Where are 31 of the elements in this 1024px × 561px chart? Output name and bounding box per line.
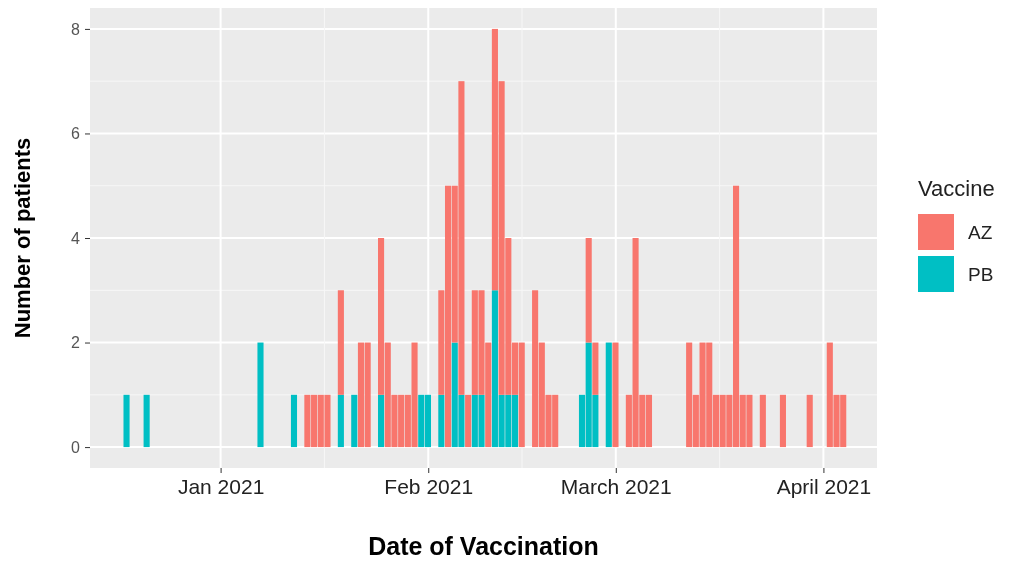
bar bbox=[378, 394, 385, 448]
bar bbox=[585, 238, 592, 343]
bar bbox=[143, 394, 150, 448]
x-axis-title: Date of Vaccination bbox=[368, 532, 599, 560]
bar bbox=[351, 394, 358, 448]
bar bbox=[123, 394, 130, 448]
bar bbox=[806, 394, 813, 448]
x-tick-label: Jan 2021 bbox=[177, 474, 265, 498]
legend-label: AZ bbox=[968, 222, 993, 243]
y-tick-label: 6 bbox=[71, 125, 81, 143]
bar bbox=[337, 394, 344, 448]
bar bbox=[605, 342, 612, 448]
bar bbox=[759, 394, 766, 448]
bar bbox=[592, 342, 599, 395]
x-tick-label: April 2021 bbox=[776, 474, 872, 498]
y-tick-label: 8 bbox=[71, 20, 81, 38]
bar bbox=[337, 290, 344, 395]
x-tick-label: March 2021 bbox=[560, 474, 672, 498]
y-tick-label: 4 bbox=[71, 229, 81, 247]
y-tick-label: 0 bbox=[71, 438, 81, 456]
bar bbox=[438, 394, 445, 448]
bar bbox=[290, 394, 298, 448]
legend-label: PB bbox=[968, 264, 994, 285]
y-axis-title: Number of patients bbox=[10, 137, 35, 339]
bar bbox=[465, 394, 472, 448]
x-tick-label: Feb 2021 bbox=[384, 474, 474, 498]
y-tick-label: 2 bbox=[71, 334, 81, 352]
legend-title: Vaccine bbox=[918, 176, 995, 201]
bar bbox=[612, 342, 619, 448]
bar bbox=[257, 342, 264, 448]
bar bbox=[779, 394, 786, 448]
